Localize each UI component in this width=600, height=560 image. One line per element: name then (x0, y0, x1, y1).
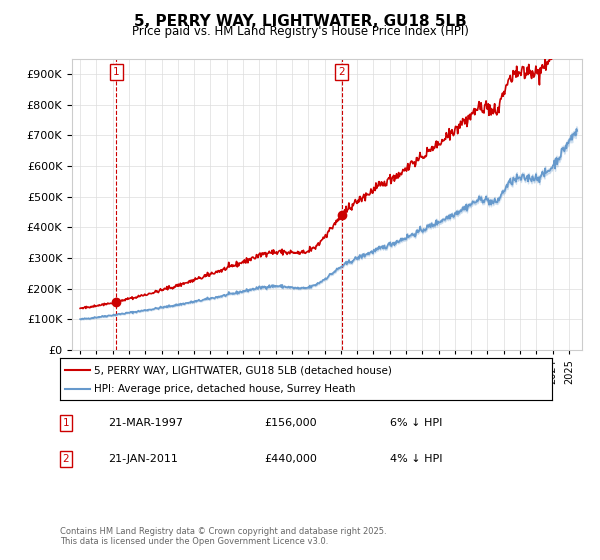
Text: 21-MAR-1997: 21-MAR-1997 (108, 418, 183, 428)
Text: 5, PERRY WAY, LIGHTWATER, GU18 5LB (detached house): 5, PERRY WAY, LIGHTWATER, GU18 5LB (deta… (94, 365, 392, 375)
Text: 5, PERRY WAY, LIGHTWATER, GU18 5LB: 5, PERRY WAY, LIGHTWATER, GU18 5LB (134, 14, 466, 29)
Text: 21-JAN-2011: 21-JAN-2011 (108, 454, 178, 464)
Text: Contains HM Land Registry data © Crown copyright and database right 2025.
This d: Contains HM Land Registry data © Crown c… (60, 526, 386, 546)
Text: £156,000: £156,000 (264, 418, 317, 428)
Text: 1: 1 (62, 418, 70, 428)
Text: HPI: Average price, detached house, Surrey Heath: HPI: Average price, detached house, Surr… (94, 384, 356, 394)
Text: 4% ↓ HPI: 4% ↓ HPI (390, 454, 443, 464)
Text: 6% ↓ HPI: 6% ↓ HPI (390, 418, 442, 428)
Text: 1: 1 (113, 67, 119, 77)
Text: Price paid vs. HM Land Registry's House Price Index (HPI): Price paid vs. HM Land Registry's House … (131, 25, 469, 38)
Text: £440,000: £440,000 (264, 454, 317, 464)
Text: 2: 2 (62, 454, 70, 464)
Text: 2: 2 (338, 67, 345, 77)
